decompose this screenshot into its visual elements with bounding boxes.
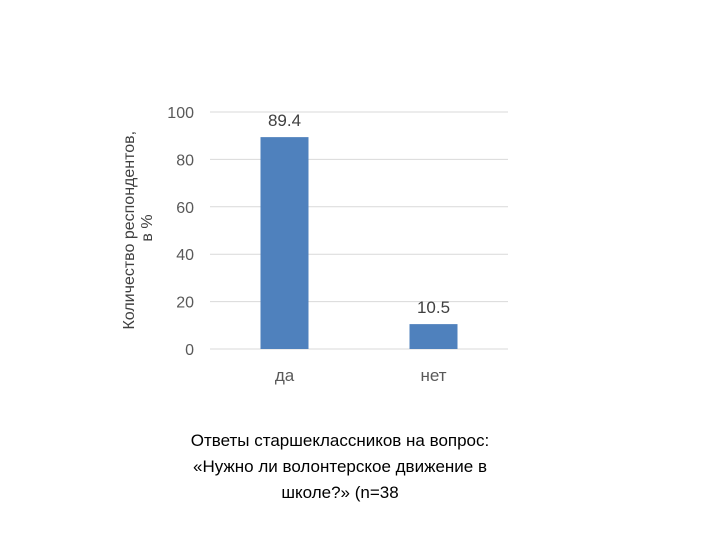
data-label: 89.4 — [268, 111, 301, 130]
data-labels: 89.4 10.5 — [268, 111, 450, 317]
y-tick-label: 20 — [176, 295, 194, 312]
gridlines — [210, 111, 508, 350]
bar — [260, 137, 309, 349]
category-label: да — [275, 366, 295, 385]
y-axis-ticks: 0 20 40 60 80 100 — [167, 105, 194, 359]
y-axis-label-line-2: в % — [139, 214, 156, 241]
y-tick-label: 100 — [167, 105, 194, 122]
chart-caption: Ответы старшеклассников на вопрос: «Нужн… — [190, 431, 490, 502]
y-tick-label: 80 — [176, 152, 194, 169]
category-label: нет — [420, 366, 446, 385]
y-axis-label-line-1: Количество респондентов, — [121, 131, 138, 330]
bars — [260, 137, 458, 349]
bar — [409, 324, 458, 349]
bar-chart: 0 20 40 60 80 100 89.4 10.5 да нет Количество р… — [121, 105, 508, 385]
y-tick-label: 60 — [176, 200, 194, 217]
data-label: 10.5 — [417, 298, 450, 317]
y-axis-label: Количество респондентов, в % — [121, 126, 156, 329]
y-tick-label: 0 — [185, 342, 194, 359]
category-labels: да нет — [275, 366, 447, 385]
y-tick-label: 40 — [176, 247, 194, 264]
